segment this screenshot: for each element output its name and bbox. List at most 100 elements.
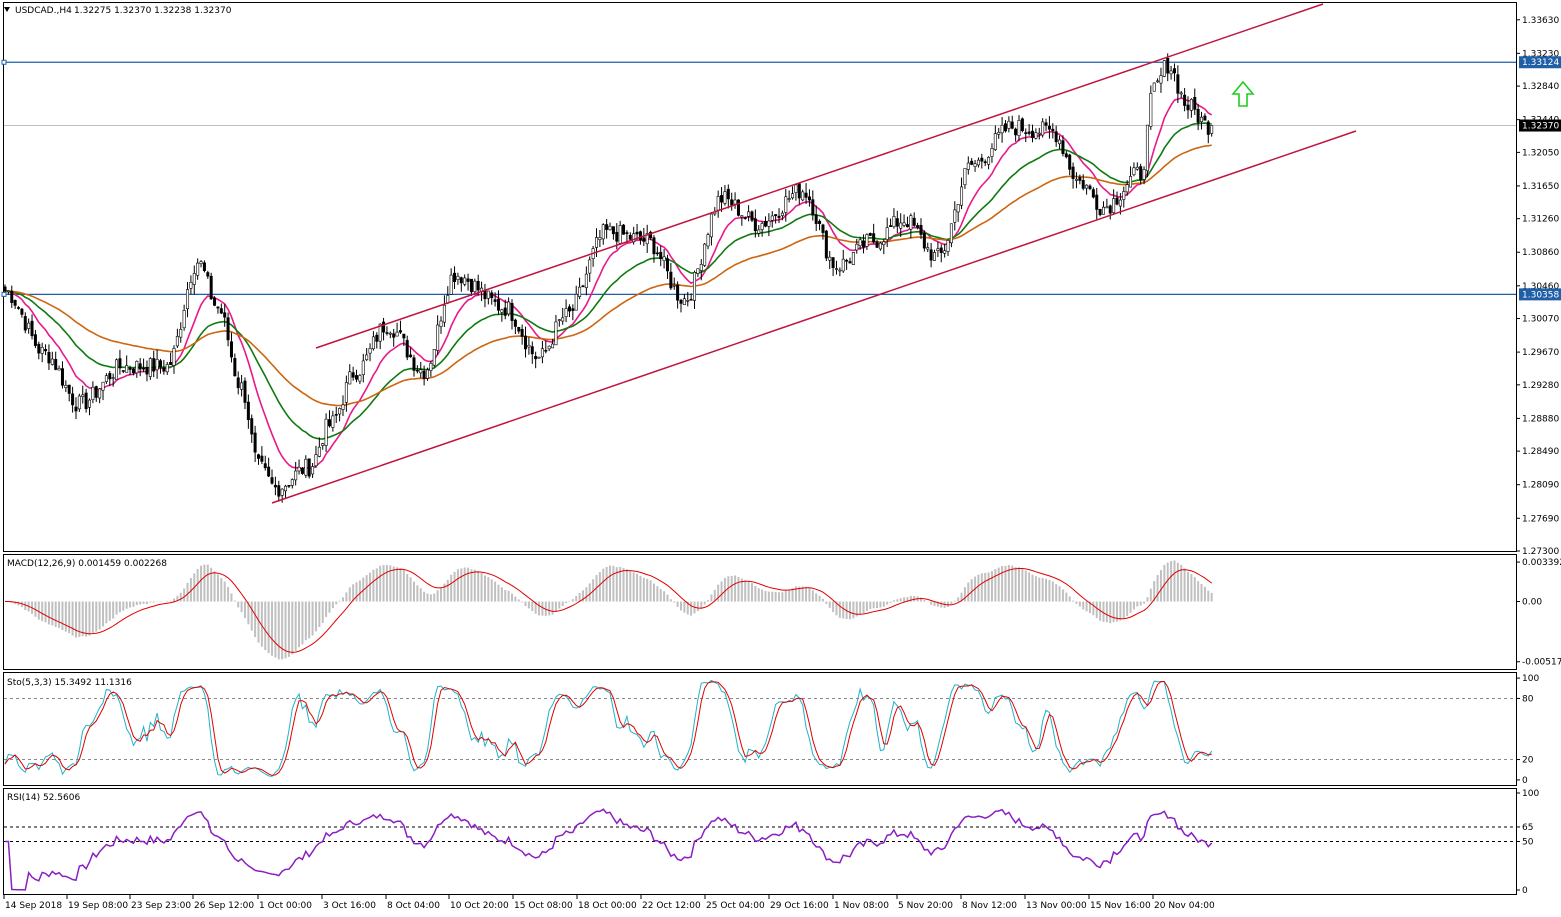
candle-body xyxy=(1186,104,1190,111)
candle-body xyxy=(983,161,987,164)
trend-channel[interactable] xyxy=(271,3,1357,504)
candle-body xyxy=(1125,184,1129,193)
candle-body xyxy=(936,248,940,251)
candle-body xyxy=(608,225,612,231)
candle-body xyxy=(703,243,707,266)
candle-body xyxy=(165,364,169,373)
macd-label: MACD(12,26,9) 0.001459 0.002268 xyxy=(7,559,167,569)
price-tick-label: 1.32050 xyxy=(1522,148,1559,158)
candle-body xyxy=(476,280,480,291)
macd-signal-line xyxy=(5,568,1212,653)
candle-body xyxy=(94,386,98,398)
candle-body xyxy=(88,399,92,408)
candle-body xyxy=(186,289,190,310)
candle-body xyxy=(605,224,609,230)
candle-body xyxy=(104,375,108,382)
candle-body xyxy=(628,234,632,240)
candle-body xyxy=(946,240,950,252)
candle-body xyxy=(699,264,703,271)
candle-body xyxy=(649,231,653,239)
candle-body xyxy=(223,312,227,318)
candle-body xyxy=(1189,99,1193,111)
candle-body xyxy=(77,395,81,410)
candle-body xyxy=(919,224,923,235)
candle-body xyxy=(23,316,27,331)
candle-body xyxy=(1010,121,1014,129)
candle-body xyxy=(669,271,673,289)
candle-body xyxy=(1061,140,1065,154)
candle-body xyxy=(240,382,244,390)
candle-body xyxy=(753,218,757,232)
candle-body xyxy=(503,307,507,316)
candle-body xyxy=(1003,123,1007,132)
candle-body xyxy=(334,414,338,416)
price-tick-label: 1.29670 xyxy=(1522,348,1559,358)
candle-body xyxy=(581,285,585,288)
candle-body xyxy=(209,275,213,300)
candle-body xyxy=(733,199,737,205)
candle-body xyxy=(3,286,7,292)
candle-body xyxy=(561,317,565,322)
candle-body xyxy=(284,485,288,492)
candle-body xyxy=(990,148,994,157)
candle-body xyxy=(108,373,112,380)
rsi-line xyxy=(5,808,1213,891)
time-tick-label: 8 Nov 12:00 xyxy=(962,901,1017,911)
candle-body xyxy=(392,333,396,338)
candle-body xyxy=(348,371,352,385)
rsi-pane: 100 65 50 0 xyxy=(4,789,1539,896)
candle-body xyxy=(425,369,429,379)
candle-body xyxy=(831,257,835,268)
candle-body xyxy=(128,367,132,370)
candle-body xyxy=(689,298,693,301)
candle-body xyxy=(1041,121,1045,136)
candle-body xyxy=(997,132,1001,135)
candle-body xyxy=(801,191,805,201)
candle-body xyxy=(6,290,10,293)
stoch-tick-label: 80 xyxy=(1522,694,1534,704)
candle-body xyxy=(67,384,71,394)
candle-body xyxy=(1142,169,1146,180)
candle-body xyxy=(162,367,166,372)
price-tick-label: 1.30460 xyxy=(1522,282,1559,292)
candle-body xyxy=(442,304,446,323)
candle-body xyxy=(899,222,903,229)
stoch-label: Sto(5,3,3) 15.3492 11.1316 xyxy=(7,678,132,688)
candle-body xyxy=(158,360,162,368)
candle-body xyxy=(611,226,615,235)
candle-body xyxy=(260,455,264,462)
candle-body xyxy=(20,308,24,315)
candle-body xyxy=(750,211,754,221)
arrow-up-icon[interactable] xyxy=(1231,80,1255,107)
candle-body xyxy=(496,298,500,311)
candle-body xyxy=(463,277,467,285)
price-tick-label: 1.27690 xyxy=(1522,514,1559,524)
macd-tick-label: -0.005176 xyxy=(1522,658,1561,668)
candle-body xyxy=(1007,120,1011,129)
channel-upper-line xyxy=(315,3,1324,349)
candle-body xyxy=(980,157,984,162)
candle-body xyxy=(1034,132,1038,139)
candle-body xyxy=(402,333,406,339)
candle-body xyxy=(534,356,538,360)
candle-body xyxy=(206,272,210,277)
triangle-down-icon[interactable] xyxy=(4,7,10,12)
ohlc-readout: 1.32275 1.32370 1.32238 1.32370 xyxy=(74,6,232,16)
candle-body xyxy=(645,233,649,245)
candle-body xyxy=(520,329,524,337)
candle-body xyxy=(615,231,619,242)
candle-body xyxy=(885,227,889,240)
candle-body xyxy=(743,217,747,219)
candle-body xyxy=(169,362,173,365)
candle-body xyxy=(976,159,980,166)
horizontal-levels[interactable]: 1.33124 1.30358 1.32370 xyxy=(1,56,1561,301)
candle-body xyxy=(868,233,872,236)
candle-body xyxy=(882,241,886,246)
candle-body xyxy=(196,262,200,276)
rsi-tick-label: 0 xyxy=(1522,886,1528,896)
candle-body xyxy=(1162,60,1166,77)
time-tick-label: 1 Nov 08:00 xyxy=(834,901,889,911)
candle-body xyxy=(321,443,325,446)
candle-body xyxy=(1024,132,1028,134)
